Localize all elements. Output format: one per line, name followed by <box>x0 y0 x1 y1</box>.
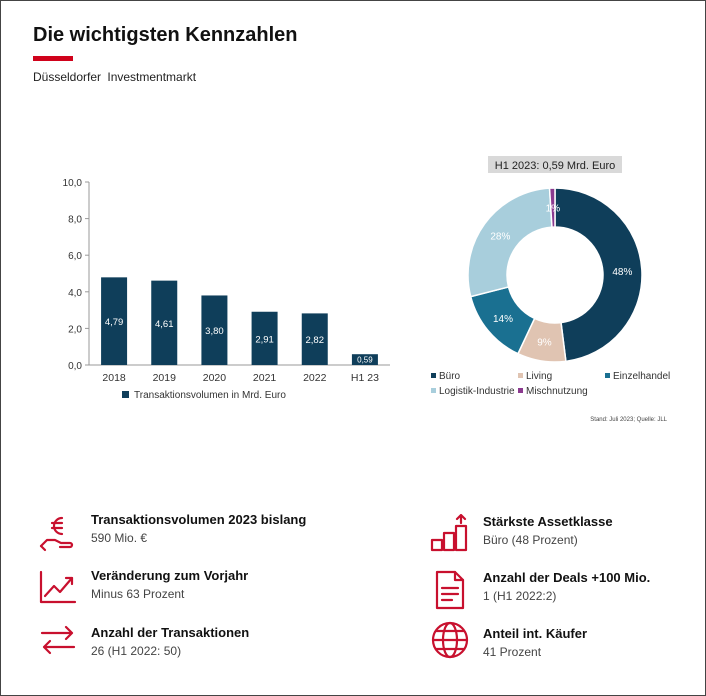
kpi-title: Transaktionsvolumen 2023 bislang <box>91 512 307 527</box>
swap-arrows-icon <box>40 625 76 655</box>
x-tick-label: H1 23 <box>351 372 379 384</box>
legend-swatch <box>431 388 436 393</box>
pie-slice-label: 1% <box>546 204 561 215</box>
legend-swatch <box>431 373 436 378</box>
bar-value-label: 4,79 <box>105 317 124 328</box>
legend-swatch <box>518 388 523 393</box>
growth-steps-icon <box>430 514 468 552</box>
x-tick-label: 2022 <box>303 372 327 384</box>
pie-slice <box>554 187 643 363</box>
bar-value-label: 0,59 <box>357 356 373 365</box>
kpi-value: 590 Mio. € <box>91 531 148 545</box>
legend-label: Transaktionsvolumen in Mrd. Euro <box>134 390 286 401</box>
pie-title-box <box>488 156 622 173</box>
legend-swatch <box>518 373 523 378</box>
y-tick-label: 4,0 <box>68 288 82 299</box>
bar <box>301 313 328 365</box>
kpi-title: Anzahl der Deals +100 Mio. <box>483 570 651 585</box>
y-tick-label: 6,0 <box>68 251 82 262</box>
bar <box>251 311 278 365</box>
document-icon <box>435 570 465 610</box>
x-tick-label: 2021 <box>253 372 277 384</box>
y-tick-label: 0,0 <box>68 361 82 372</box>
x-tick-label: 2018 <box>102 372 126 384</box>
kpi-title: Anzahl der Transaktionen <box>91 625 250 640</box>
globe-icon <box>431 621 469 659</box>
kpi-value: Minus 63 Prozent <box>91 587 185 601</box>
page-title: Die wichtigsten Kennzahlen <box>33 24 298 46</box>
page-subtitle: Düsseldorfer Investmentmarkt <box>33 70 197 84</box>
pie-slice-label: 48% <box>612 267 632 278</box>
euro-hand-icon <box>39 516 74 552</box>
pie-slice-label: 14% <box>493 314 513 325</box>
kpi-value: Büro (48 Prozent) <box>483 533 578 547</box>
legend-label: Einzelhandel <box>613 371 670 382</box>
y-tick-label: 10,0 <box>63 178 83 189</box>
legend-swatch <box>605 373 610 378</box>
title-accent-bar <box>33 56 73 61</box>
legend-label: Living <box>526 371 552 382</box>
pie-slice <box>467 187 553 298</box>
pie-slice-label: 9% <box>537 338 552 349</box>
donut-chart: H1 2023: 0,59 Mrd. Euro 48% 9% 14% 28% 1% Büro… <box>431 156 670 423</box>
kpi-value: 1 (H1 2022:2) <box>483 589 557 603</box>
bar <box>101 277 128 365</box>
kpi-title: Stärkste Assetklasse <box>483 514 613 529</box>
y-tick-label: 8,0 <box>68 215 82 226</box>
trend-chart-icon <box>39 570 77 604</box>
bar-chart: 0,0 2,0 4,0 6,0 8,0 10,0 4,79 2018 4,61 2019 3,80 2… <box>63 178 390 401</box>
kpi-title: Anteil int. Käufer <box>483 626 588 641</box>
pie-title: H1 2023: 0,59 Mrd. Euro <box>495 160 615 172</box>
bar-value-label: 2,82 <box>306 335 325 346</box>
kpi-value: 26 (H1 2022: 50) <box>91 644 182 658</box>
legend-label: Mischnutzung <box>526 386 588 397</box>
x-tick-label: 2020 <box>203 372 227 384</box>
bar <box>151 280 178 365</box>
source-note: Stand: Juli 2023; Quelle: JLL <box>590 417 667 423</box>
legend-label: Büro <box>439 371 461 382</box>
y-tick-label: 2,0 <box>68 324 82 335</box>
bar-value-label: 4,61 <box>155 319 174 330</box>
legend-swatch <box>122 391 129 398</box>
bar <box>201 295 228 365</box>
bar-value-label: 2,91 <box>255 334 273 345</box>
legend-label: Logistik-Industrie <box>439 386 515 397</box>
bar-value-label: 3,80 <box>205 326 224 337</box>
kpi-value: 41 Prozent <box>483 645 542 659</box>
pie-slice <box>548 187 556 228</box>
pie-slice-label: 28% <box>490 231 510 242</box>
bar <box>351 354 378 365</box>
kpi-title: Veränderung zum Vorjahr <box>91 568 249 583</box>
x-tick-label: 2019 <box>153 372 177 384</box>
